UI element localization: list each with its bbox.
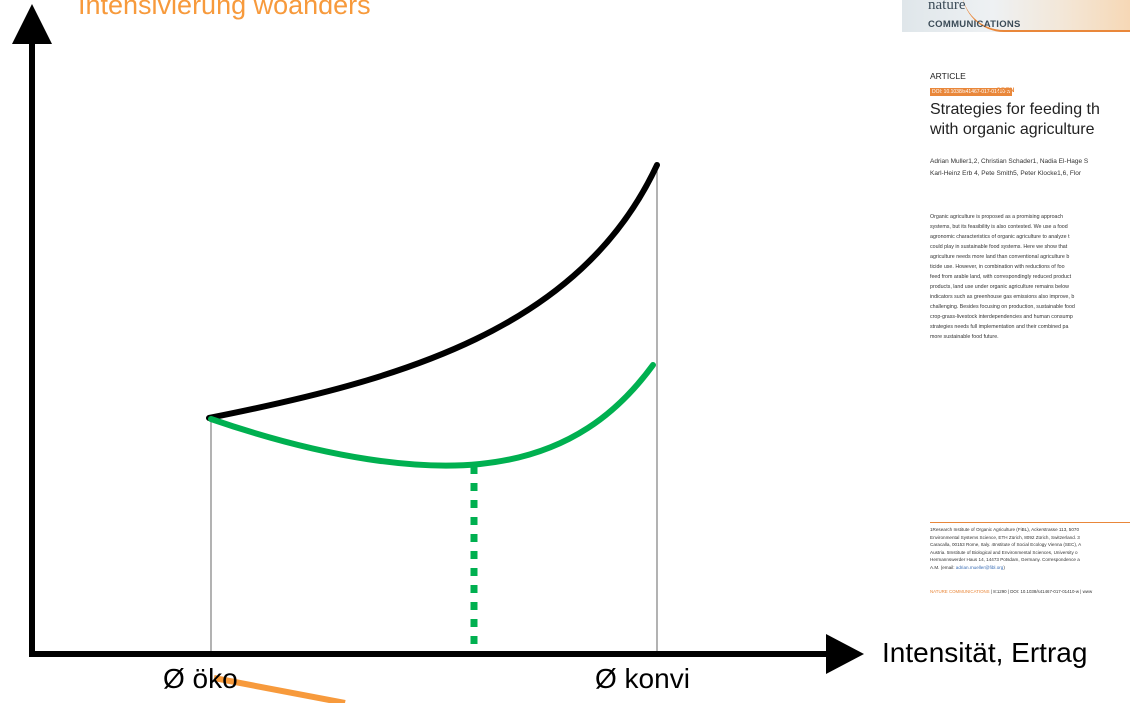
journal-name-bottom: COMMUNICATIONS	[928, 19, 1021, 30]
abstract-line: crop-grass-livestock interdependencies a…	[930, 314, 1073, 320]
doi-badge: DOI: 10.1038/s41467-017-01410-w	[930, 88, 1013, 96]
abstract-line: ticide use. However, in combination with…	[930, 264, 1065, 270]
curve-green	[208, 362, 656, 469]
footer-journal-brand: NATURE COMMUNICATIONS	[930, 589, 990, 594]
contact-email-link[interactable]: adrian.mueller@fibl.org	[955, 564, 1004, 570]
paper-authors: Adrian Muller1,2, Christian Schader1, Na…	[930, 156, 1088, 180]
abstract-line: strategies needs full implementation and…	[930, 324, 1069, 330]
abstract-line: agronomic characteristics of organic agr…	[930, 234, 1070, 240]
abstract-line: products, land use under organic agricul…	[930, 284, 1069, 290]
abstract-line: Organic agriculture is proposed as a pro…	[930, 214, 1064, 220]
slide-title: Intensivierung woanders	[78, 0, 371, 20]
abstract-line: indicators such as greenhouse gas emissi…	[930, 294, 1075, 300]
affiliation-line: Austria. 5Institute of Biological and En…	[930, 549, 1078, 555]
abstract-line: agriculture needs more land than convent…	[930, 254, 1070, 260]
y-axis-arrowhead	[12, 4, 52, 44]
author-line: Adrian Muller1,2, Christian Schader1, Na…	[930, 158, 1089, 165]
abstract-line: challenging. Besides focusing on product…	[930, 304, 1075, 310]
abstract-line: could play in sustainable food systems. …	[930, 244, 1068, 250]
journal-logo-swoosh	[962, 0, 1130, 32]
affiliation-line: 1Research Institute of Organic Agricultu…	[930, 527, 1080, 532]
paper-abstract: Organic agriculture is proposed as a pro…	[930, 212, 1130, 342]
paper-thumbnail: nature COMMUNICATIONS ARTICLE DOI: 10.10…	[900, 0, 1130, 600]
paper-title: Strategies for feeding th with organic a…	[930, 100, 1100, 140]
curve-conventional	[206, 162, 660, 421]
orange-connector-line	[213, 675, 346, 703]
tick-label-oeko: Ø öko	[163, 663, 238, 694]
affiliation-divider	[930, 522, 1130, 523]
affiliation-line: Caracalla, 00153 Rome, Italy. 4Institute…	[930, 542, 1082, 547]
affiliation-line: Hermannswerder Haus 14, 14473 Potsdam, G…	[930, 557, 1080, 562]
paper-affiliations: 1Research Institute of Organic Agricultu…	[930, 526, 1081, 571]
abstract-line: more sustainable food future.	[930, 334, 999, 340]
paper-title-line: with organic agriculture	[930, 121, 1095, 138]
x-axis-arrowhead	[826, 634, 864, 674]
tick-label-konvi: Ø konvi	[595, 663, 690, 694]
journal-banner: nature COMMUNICATIONS	[902, 0, 1130, 32]
contact-suffix: )	[1003, 564, 1005, 570]
abstract-line: systems, but its feasibility is also con…	[930, 224, 1068, 230]
article-label: ARTICLE	[930, 71, 966, 81]
abstract-line: feed from arable land, with correspondin…	[930, 274, 1072, 280]
author-line: Karl-Heinz Erb 4, Pete Smith5, Peter Klo…	[930, 170, 1082, 177]
paper-title-line: Strategies for feeding th	[930, 101, 1100, 118]
journal-name-top: nature	[928, 0, 966, 13]
contact-prefix: A.M. (email:	[930, 564, 956, 570]
x-axis-label: Intensität, Ertrag	[882, 637, 1088, 668]
footer-citation: | 8:1290 | DOI: 10.1038/s41467-017-01410…	[989, 589, 1093, 594]
paper-footer: NATURE COMMUNICATIONS | 8:1290 | DOI: 10…	[930, 589, 1092, 594]
affiliation-contact: A.M. (email: adrian.mueller@fibl.org)	[930, 564, 1081, 572]
affiliation-line: Environmental Systems Science, ETH Züric…	[930, 534, 1080, 540]
open-access-label: OPEN	[996, 87, 1015, 94]
